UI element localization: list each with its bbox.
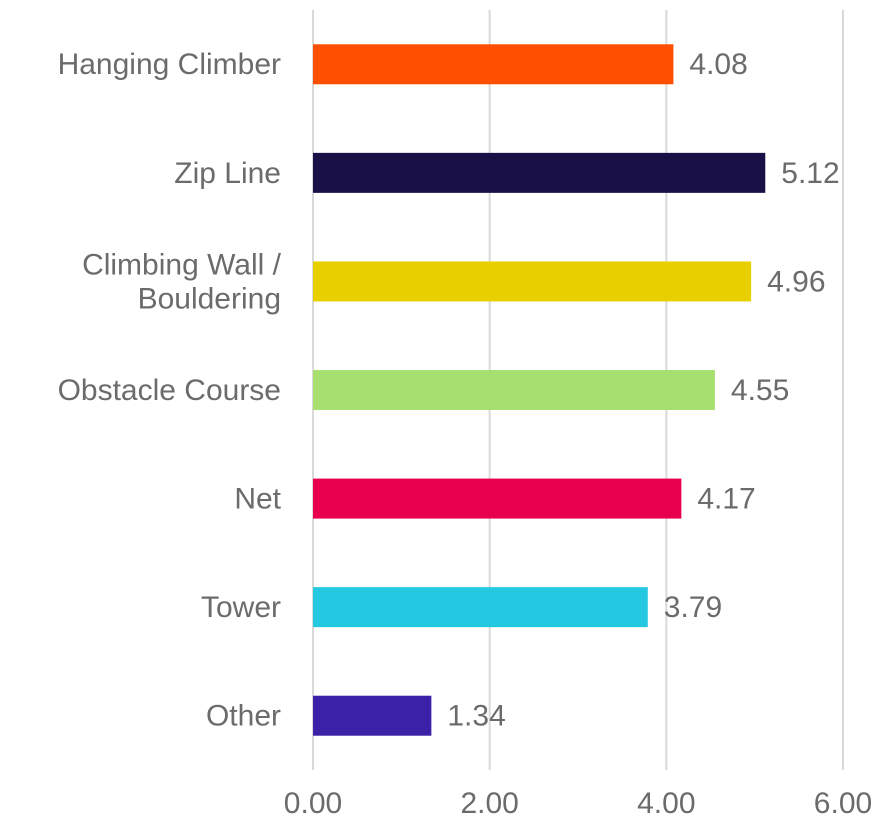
- value-label: 5.12: [781, 157, 839, 190]
- y-tick-label: Zip Line: [174, 157, 281, 190]
- bar: [313, 370, 715, 410]
- bar: [313, 587, 648, 628]
- value-label: 1.34: [447, 700, 505, 733]
- bar: [313, 695, 432, 736]
- x-tick-label: 2.00: [460, 787, 518, 820]
- y-tick-label: Net: [234, 482, 281, 515]
- x-tick-label: 4.00: [637, 787, 695, 820]
- bar: [313, 152, 766, 193]
- bar: [313, 44, 674, 85]
- bar: [313, 261, 752, 302]
- y-tick-label: Hanging Climber: [58, 48, 281, 81]
- y-tick-label: Obstacle Course: [58, 374, 281, 407]
- bar: [313, 478, 682, 519]
- x-tick-label: 0.00: [284, 787, 342, 820]
- value-label: 4.55: [731, 374, 789, 407]
- value-label: 4.08: [689, 48, 747, 81]
- y-tick-label: Tower: [201, 591, 281, 624]
- value-label: 4.17: [697, 482, 755, 515]
- y-tick-label: Other: [206, 700, 281, 733]
- value-label: 4.96: [767, 265, 825, 298]
- y-tick-label: Climbing Wall / Bouldering: [82, 248, 282, 315]
- value-label: 3.79: [664, 591, 722, 624]
- x-tick-label: 6.00: [814, 787, 872, 820]
